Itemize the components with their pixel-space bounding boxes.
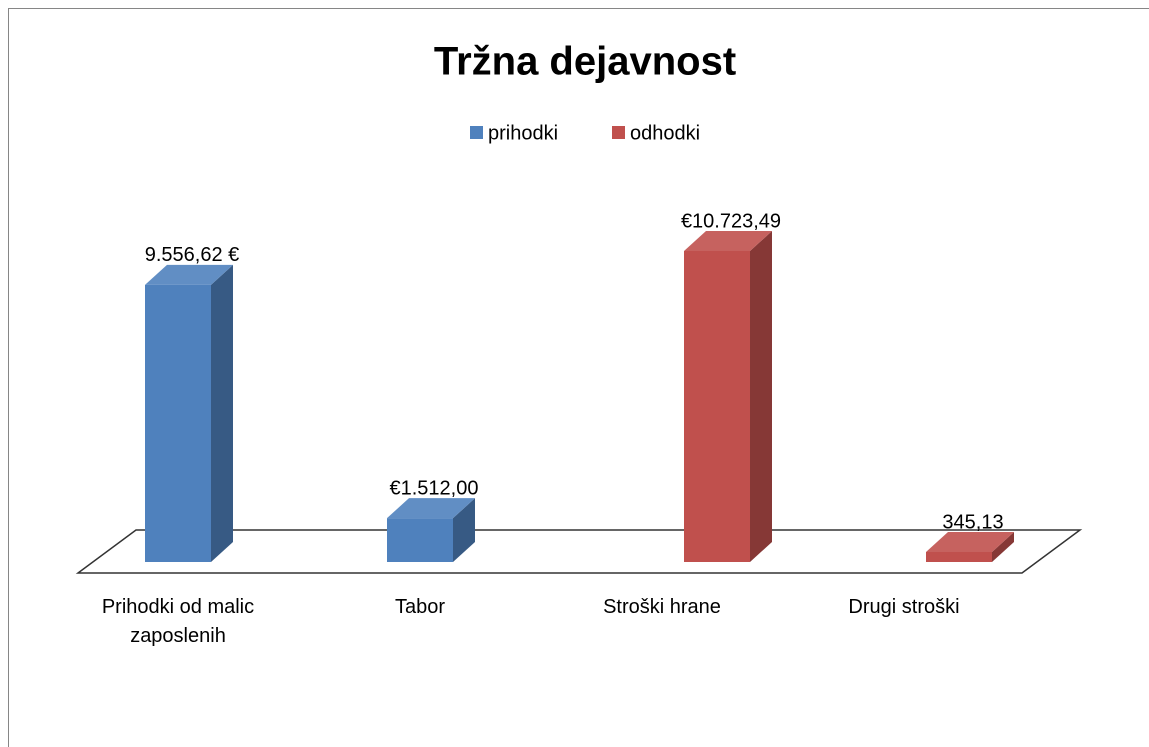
- value-label: 9.556,62 €: [145, 244, 240, 266]
- bar-top: [387, 498, 475, 519]
- legend-label: odhodki: [630, 122, 700, 144]
- floor: [75, 529, 1083, 574]
- bar: [926, 551, 992, 562]
- bar-top: [145, 264, 233, 285]
- bar: [684, 251, 750, 562]
- x-tick-label: Drugi stroški: [848, 596, 960, 618]
- bar-top: [926, 531, 1014, 552]
- chart-title: Tržna dejavnost: [434, 40, 736, 84]
- bar: [387, 518, 453, 562]
- bar: [145, 284, 211, 562]
- x-tick-label: Prihodki od malic zaposlenih: [101, 596, 255, 647]
- legend-swatch: [612, 126, 625, 139]
- bar-top: [684, 231, 772, 251]
- bar-side: [211, 264, 233, 562]
- bar-side: [992, 531, 1014, 562]
- legend-label: prihodki: [488, 122, 558, 144]
- value-label: €10.723,49: [681, 210, 781, 232]
- value-label: 345,13: [942, 511, 1003, 533]
- x-tick-label: Tabor: [394, 596, 446, 618]
- bar-side: [453, 498, 475, 562]
- x-tick-label: Stroški hrane: [603, 596, 721, 618]
- bar-side: [750, 231, 772, 562]
- value-label: €1.512,00: [390, 477, 479, 499]
- legend-swatch: [470, 126, 483, 139]
